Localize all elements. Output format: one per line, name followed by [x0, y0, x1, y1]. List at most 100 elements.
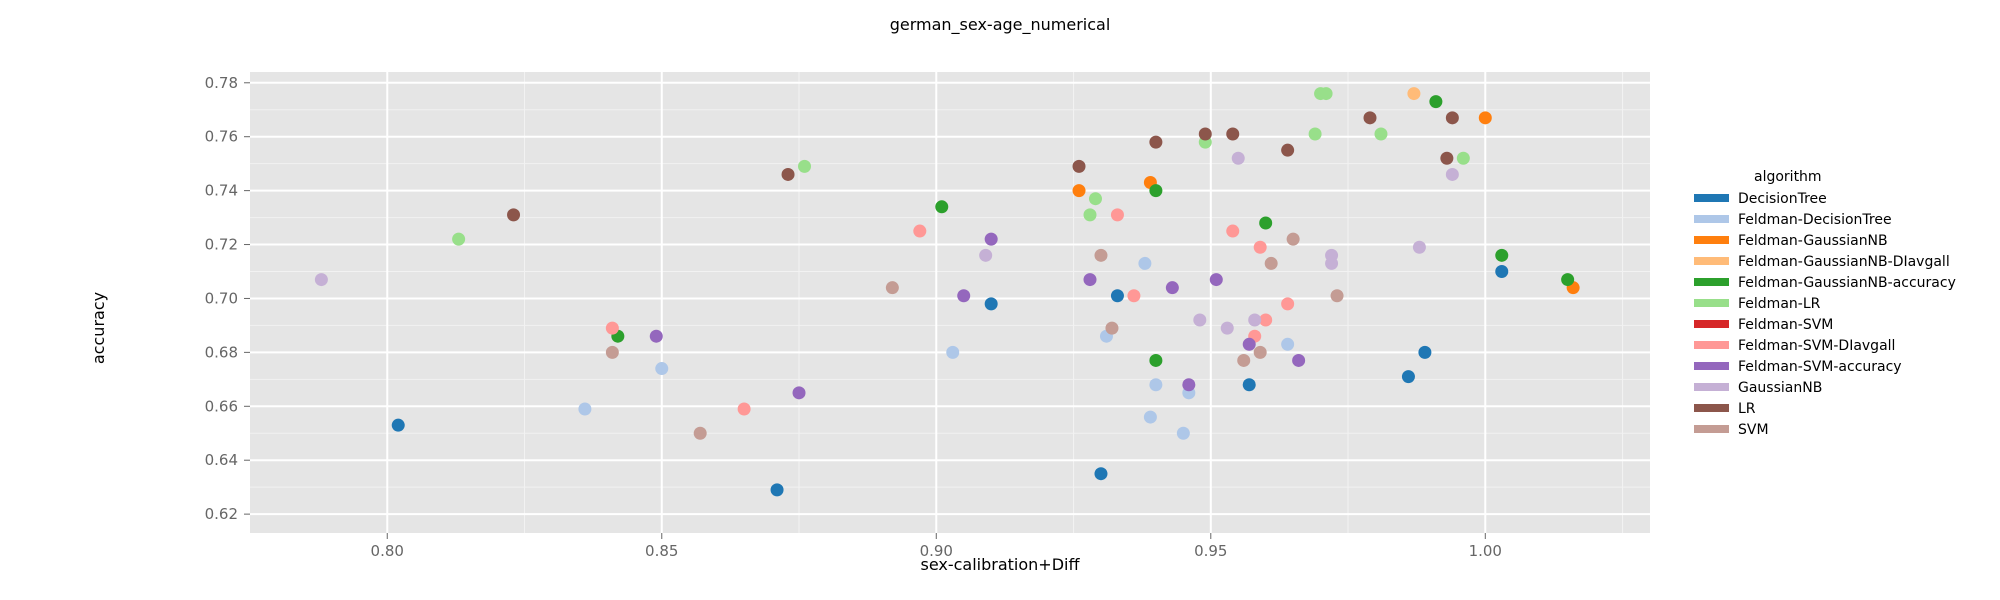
y-tick-label: 0.78: [205, 74, 238, 92]
legend-swatch: [1694, 404, 1729, 412]
data-point: [1094, 248, 1108, 262]
data-point: [770, 483, 784, 497]
data-point: [605, 321, 619, 335]
legend-label: Feldman-GaussianNB-accuracy: [1738, 275, 1956, 291]
data-point: [1281, 297, 1295, 311]
data-point: [1286, 232, 1300, 246]
data-point: [1138, 256, 1152, 270]
data-point: [1226, 127, 1240, 141]
data-point: [798, 159, 812, 173]
data-point: [1149, 353, 1163, 367]
chart-title: german_sex-age_numerical: [890, 15, 1111, 35]
plot-background: [250, 72, 1650, 533]
x-tick-label: 0.95: [1194, 542, 1227, 560]
data-point: [1248, 313, 1262, 327]
data-point: [1182, 378, 1196, 392]
y-tick-label: 0.72: [205, 236, 238, 254]
legend-label: Feldman-SVM-accuracy: [1738, 359, 1902, 375]
legend-label: SVM: [1738, 422, 1769, 438]
data-point: [1105, 321, 1119, 335]
legend-swatch: [1694, 299, 1729, 307]
data-point: [649, 329, 663, 343]
data-point: [1083, 273, 1097, 287]
data-point: [1127, 289, 1141, 303]
y-tick-label: 0.74: [205, 182, 238, 200]
data-point: [1220, 321, 1234, 335]
data-point: [1319, 87, 1333, 101]
data-point: [792, 386, 806, 400]
data-point: [1292, 353, 1306, 367]
legend-label: Feldman-GaussianNB: [1738, 233, 1888, 249]
data-point: [1325, 248, 1339, 262]
legend-swatch: [1694, 257, 1729, 265]
y-tick-label: 0.70: [205, 289, 238, 307]
data-point: [578, 402, 592, 416]
data-point: [1495, 248, 1509, 262]
data-point: [1445, 167, 1459, 181]
data-point: [1281, 143, 1295, 157]
data-point: [1072, 159, 1086, 173]
data-point: [1281, 337, 1295, 351]
data-point: [1363, 111, 1377, 125]
data-point: [1330, 289, 1344, 303]
legend-swatch: [1694, 236, 1729, 244]
data-point: [1374, 127, 1388, 141]
data-point: [1253, 240, 1267, 254]
data-point: [1412, 240, 1426, 254]
data-point: [1561, 273, 1575, 287]
data-point: [314, 273, 328, 287]
axis-ticks: 0.80 0.85 0.90 0.95 1.00 0.62 0.64 0.66 0.68 0.70…: [205, 74, 1502, 560]
legend-swatch: [1694, 341, 1729, 349]
x-tick-label: 0.80: [371, 542, 404, 560]
data-point: [1110, 289, 1124, 303]
data-point: [946, 345, 960, 359]
legend-label: DecisionTree: [1738, 191, 1827, 207]
legend-swatch: [1694, 362, 1729, 370]
data-point: [1478, 111, 1492, 125]
legend-label: Feldman-GaussianNB-DIavgall: [1738, 254, 1950, 270]
legend-swatch: [1694, 215, 1729, 223]
legend-label: LR: [1738, 401, 1756, 417]
data-point: [957, 289, 971, 303]
legend-swatch: [1694, 383, 1729, 391]
data-point: [693, 426, 707, 440]
data-point: [935, 200, 949, 214]
data-point: [781, 167, 795, 181]
legend-swatch: [1694, 194, 1729, 202]
data-point: [1198, 127, 1212, 141]
data-point: [1445, 111, 1459, 125]
x-axis-title: sex-calibration+Diff: [920, 555, 1080, 574]
legend-swatch: [1694, 320, 1729, 328]
y-tick-label: 0.76: [205, 128, 238, 146]
data-point: [1407, 87, 1421, 101]
data-point: [605, 345, 619, 359]
data-point: [1401, 370, 1415, 384]
x-tick-label: 1.00: [1469, 542, 1502, 560]
y-tick-label: 0.64: [205, 451, 238, 469]
data-point: [737, 402, 751, 416]
data-point: [984, 232, 998, 246]
y-tick-label: 0.68: [205, 343, 238, 361]
data-point: [1149, 378, 1163, 392]
data-point: [1149, 184, 1163, 198]
data-point: [1226, 224, 1240, 238]
data-point: [1231, 151, 1245, 165]
data-point: [452, 232, 466, 246]
data-point: [984, 297, 998, 311]
legend-swatch: [1694, 425, 1729, 433]
data-point: [1440, 151, 1454, 165]
data-point: [1083, 208, 1097, 222]
legend-label: Feldman-SVM: [1738, 317, 1833, 333]
data-point: [1110, 208, 1124, 222]
data-point: [1176, 426, 1190, 440]
data-point: [1088, 192, 1102, 206]
data-point: [1094, 467, 1108, 481]
legend-label: Feldman-DecisionTree: [1738, 212, 1892, 228]
data-points: [314, 87, 1580, 497]
data-point: [1259, 313, 1273, 327]
y-axis-title: accuracy: [89, 292, 108, 364]
data-point: [1259, 216, 1273, 230]
data-point: [391, 418, 405, 432]
data-point: [1193, 313, 1207, 327]
data-point: [1253, 345, 1267, 359]
